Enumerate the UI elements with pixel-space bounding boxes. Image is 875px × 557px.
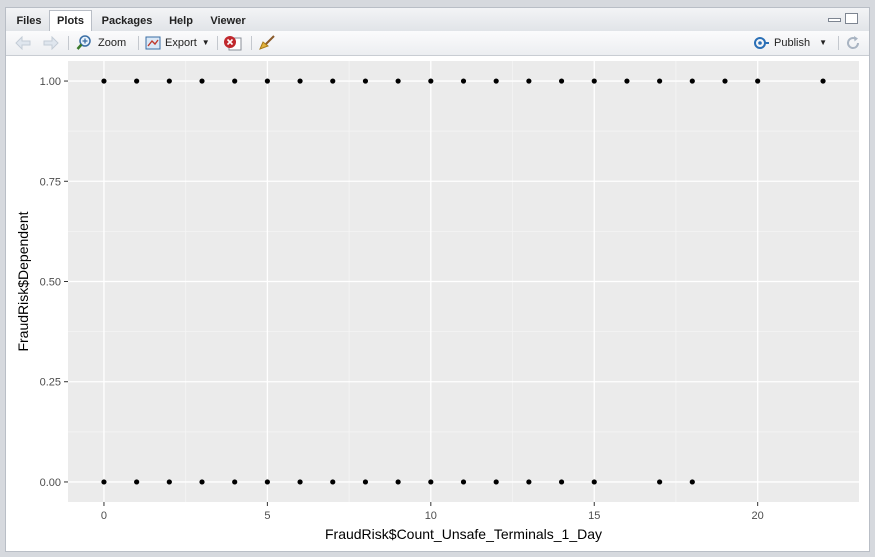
data-point	[134, 78, 140, 84]
y-tick-label: 0.50	[40, 277, 61, 289]
data-point	[493, 479, 499, 485]
publish-button[interactable]: Publish ▼	[752, 34, 827, 52]
data-point	[428, 78, 434, 84]
data-point	[493, 78, 499, 84]
tab-packages[interactable]: Packages	[101, 15, 153, 27]
x-tick-label: 15	[588, 510, 600, 522]
data-point	[362, 78, 369, 84]
zoom-button[interactable]: Zoom	[76, 34, 126, 52]
x-tick-label: 5	[264, 510, 270, 522]
data-point	[134, 479, 140, 485]
y-axis-label: FraudRisk$Dependent	[15, 211, 31, 351]
broom-icon[interactable]	[258, 34, 276, 52]
data-point	[624, 78, 630, 84]
data-point	[101, 78, 107, 84]
y-tick-label: 1.00	[40, 76, 61, 88]
data-point	[166, 78, 172, 84]
data-point	[820, 78, 826, 84]
data-point	[362, 479, 369, 485]
remove-plot-icon[interactable]	[223, 34, 243, 52]
data-point	[395, 78, 401, 84]
data-point	[166, 479, 172, 485]
data-point	[755, 78, 761, 84]
data-point	[689, 479, 695, 485]
chevron-down-icon: ▼	[201, 38, 210, 47]
scatter-chart: 0 5 10 15 20 0.00 0.25 0.50 0.75 1.00 FraudRisk$…	[6, 56, 869, 551]
export-button[interactable]: Export ▼	[145, 34, 210, 52]
data-point	[297, 78, 303, 84]
data-point	[428, 479, 434, 485]
export-label: Export	[165, 37, 197, 49]
y-tick-label: 0.00	[40, 477, 61, 489]
data-point	[232, 78, 238, 84]
data-point	[232, 479, 238, 485]
chevron-down-icon: ▼	[819, 38, 827, 47]
data-point	[526, 479, 532, 485]
tab-viewer[interactable]: Viewer	[210, 15, 246, 27]
maximize-pane-icon[interactable]	[845, 13, 858, 24]
data-point	[460, 479, 467, 485]
x-tick-label: 20	[752, 510, 764, 522]
data-point	[264, 78, 270, 84]
data-point	[689, 78, 695, 84]
data-point	[558, 479, 565, 485]
data-point	[657, 479, 663, 485]
plot-area: 0 5 10 15 20 0.00 0.25 0.50 0.75 1.00 FraudRisk$…	[6, 56, 869, 551]
tab-files[interactable]: Files	[16, 15, 42, 27]
refresh-icon[interactable]	[845, 34, 861, 52]
arrow-right-icon[interactable]	[42, 34, 60, 52]
plots-toolbar: Zoom Export ▼ Publish ▼	[6, 31, 869, 56]
data-point	[591, 479, 597, 485]
data-point	[330, 479, 336, 485]
data-point	[558, 78, 565, 84]
zoom-icon	[76, 35, 91, 50]
tab-plots[interactable]: Plots	[49, 10, 92, 32]
y-tick-label: 0.75	[40, 176, 61, 188]
y-tick-label: 0.25	[40, 377, 61, 389]
plots-pane: Files Plots Packages Help Viewer Zoom Ex…	[5, 7, 870, 552]
minimize-pane-icon[interactable]	[828, 18, 841, 22]
pane-tab-bar: Files Plots Packages Help Viewer	[6, 8, 869, 32]
data-point	[460, 78, 467, 84]
data-point	[199, 479, 205, 485]
publish-label: Publish	[774, 37, 811, 49]
data-point	[591, 78, 597, 84]
data-point	[297, 479, 303, 485]
x-tick-label: 0	[101, 510, 107, 522]
data-point	[722, 78, 728, 84]
x-tick-label: 10	[425, 510, 437, 522]
data-point	[101, 479, 107, 485]
x-axis-label: FraudRisk$Count_Unsafe_Terminals_1_Day	[325, 526, 602, 542]
zoom-label: Zoom	[98, 37, 127, 49]
data-point	[199, 78, 205, 84]
data-point	[330, 78, 336, 84]
export-icon	[145, 36, 161, 50]
arrow-left-icon[interactable]	[14, 34, 32, 52]
data-point	[264, 479, 270, 485]
data-point	[657, 78, 663, 84]
data-point	[395, 479, 401, 485]
publish-icon	[754, 37, 769, 49]
tab-help[interactable]: Help	[169, 15, 193, 27]
data-point	[526, 78, 532, 84]
